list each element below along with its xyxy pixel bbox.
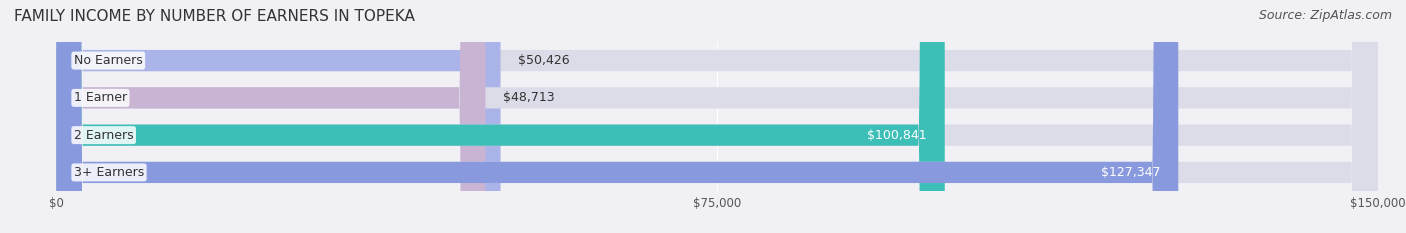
Text: No Earners: No Earners	[75, 54, 142, 67]
FancyBboxPatch shape	[56, 0, 1378, 233]
FancyBboxPatch shape	[56, 0, 1378, 233]
Text: $50,426: $50,426	[519, 54, 569, 67]
Text: $100,841: $100,841	[868, 129, 927, 142]
Text: 3+ Earners: 3+ Earners	[75, 166, 143, 179]
FancyBboxPatch shape	[56, 0, 1378, 233]
Text: $127,347: $127,347	[1101, 166, 1161, 179]
FancyBboxPatch shape	[56, 0, 1178, 233]
Text: $48,713: $48,713	[503, 91, 555, 104]
Text: Source: ZipAtlas.com: Source: ZipAtlas.com	[1258, 9, 1392, 22]
Text: FAMILY INCOME BY NUMBER OF EARNERS IN TOPEKA: FAMILY INCOME BY NUMBER OF EARNERS IN TO…	[14, 9, 415, 24]
FancyBboxPatch shape	[56, 0, 501, 233]
Text: 1 Earner: 1 Earner	[75, 91, 127, 104]
FancyBboxPatch shape	[56, 0, 945, 233]
Text: 2 Earners: 2 Earners	[75, 129, 134, 142]
FancyBboxPatch shape	[56, 0, 485, 233]
FancyBboxPatch shape	[56, 0, 1378, 233]
